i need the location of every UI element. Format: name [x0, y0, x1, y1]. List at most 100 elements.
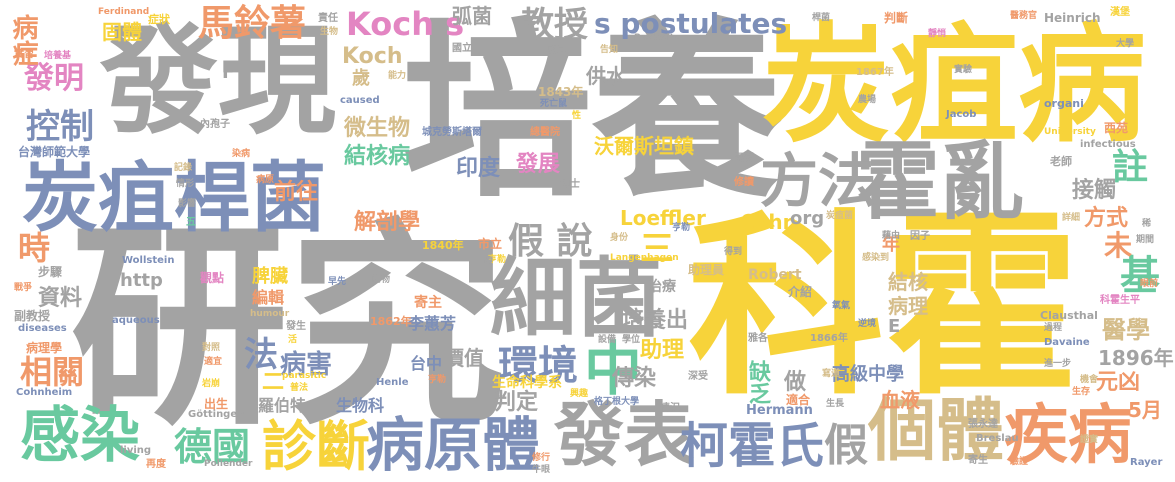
- word-gao-zhi: 告知: [600, 45, 619, 55]
- word-xi-jun: 細菌: [490, 249, 662, 349]
- word-er: 二: [262, 370, 285, 395]
- word-ya-ge: 雅各: [748, 333, 768, 344]
- word-s-postulates: s postulates: [594, 7, 788, 40]
- word-bing-yuan-ti: 病原體: [366, 411, 541, 479]
- word-si-wang-shu: 死亡鼠: [540, 99, 568, 109]
- word-yi-xue: 醫學: [1102, 316, 1150, 344]
- word-1867: 1867年: [856, 67, 894, 78]
- word-gan-ran-dao: 感染到: [862, 253, 890, 263]
- word-1866: 1866年: [810, 333, 848, 344]
- word-ma-ling-shu: 馬鈴薯: [198, 3, 307, 44]
- word-sheng-zhang: 生長: [826, 399, 845, 409]
- word-ying-xiang: 影響: [178, 199, 197, 209]
- word-ke-huo-sheng-ping: 科霍生平: [1100, 295, 1140, 306]
- word-qi-jian: 期間: [1136, 235, 1155, 245]
- word-university: University: [1044, 127, 1096, 137]
- word-zhan-zheng: 戰爭: [14, 283, 33, 293]
- word-ren-ke: 認可: [548, 45, 568, 56]
- word-dong-wu: 動物: [372, 275, 391, 285]
- word-shi-yi: 適宜: [204, 357, 223, 367]
- word-xi-yuan: 西苑: [1104, 121, 1129, 135]
- word-jacob: Jacob: [946, 109, 977, 120]
- word-yan-zheng: 驗證: [1010, 457, 1029, 467]
- word-cohnheim: Cohnheim: [16, 387, 73, 398]
- word-wollstein: Wollstein: [122, 255, 175, 266]
- word-fa-xian: 發現: [100, 12, 337, 150]
- word-yan-jiu: 研究: [70, 202, 506, 455]
- word-shi-he: 適合: [786, 393, 811, 407]
- word-shi-yan: 實驗: [954, 65, 973, 75]
- word-dui-zhao: 對照: [202, 343, 221, 353]
- word-xiu-xing: 修行: [532, 453, 551, 463]
- word-kong-zhi: 控制: [26, 107, 94, 147]
- word-jia-zhi: 價值: [444, 346, 484, 370]
- word-heng-le-2: 亨勒: [488, 255, 507, 265]
- word-zai-du: 再度: [146, 459, 166, 470]
- word-qing-kuang: 情況: [660, 403, 680, 414]
- word-cohn: Cohn: [740, 210, 797, 234]
- word-huo: 活: [288, 335, 298, 345]
- word-jin-yi-bu: 進一步: [1044, 359, 1072, 369]
- word-zong-yi-yuan: 總醫院: [530, 127, 560, 138]
- word-shen-shou: 深受: [688, 371, 708, 382]
- word-1843: 1843年: [538, 85, 584, 99]
- word-yuan-xiong: 元凶: [1096, 370, 1141, 395]
- word-1862: 1862年: [370, 315, 412, 328]
- word-pei-yang-chu: 培養出: [622, 308, 689, 333]
- word-gan-ran: 感染: [20, 401, 140, 471]
- word-zuo: 做: [784, 370, 807, 395]
- word-aqueous: aqueous: [112, 315, 160, 326]
- word-organi: organi: [1044, 97, 1084, 110]
- word-huan-jing: 環境: [498, 343, 578, 389]
- word-bing-yuan: 病原: [256, 175, 275, 185]
- word-bo-shi: 博士: [560, 179, 580, 190]
- word-fa: 法: [244, 335, 278, 375]
- word-li-hui-fang: 李蕙芳: [408, 314, 457, 333]
- word-sheng-ming-ke-xue-xi: 生命科學系: [492, 375, 562, 391]
- word-qing-xing: 情形: [176, 179, 195, 189]
- word-gan-jun: 桿菌: [812, 13, 831, 23]
- word-parasitic: parasitic: [282, 371, 327, 381]
- word-bu-zhou: 步驟: [38, 265, 63, 279]
- word-davaine: Davaine: [1044, 337, 1090, 348]
- word-jie-shao: 介紹: [788, 285, 813, 299]
- word-fa-ming: 發明: [24, 61, 84, 96]
- word-tan-ju-gan-jun: 炭疽桿菌: [22, 153, 326, 242]
- word-robert: Robert: [748, 267, 802, 283]
- word-fu-jiao-shou: 副教授: [14, 309, 51, 323]
- word-zhong: 中: [584, 335, 643, 403]
- word-loeffler: Loeffler: [620, 206, 706, 230]
- word-fa-zhan: 發展: [516, 152, 561, 177]
- word-sheng-cun: 生存: [1072, 387, 1091, 397]
- word-living: living: [120, 445, 152, 456]
- word-hu-jun: 弧菌: [452, 4, 492, 28]
- word-shi: 時: [18, 229, 51, 267]
- word-henle: Henle: [376, 377, 409, 388]
- word-han-bao: 漢堡: [1110, 7, 1130, 18]
- word-jie-he: 結核: [888, 270, 928, 294]
- word-ji-hui: 機會: [1080, 375, 1099, 385]
- word-diseases: diseases: [18, 323, 67, 334]
- word-wei: 未: [1104, 229, 1133, 262]
- word-guan-dian: 觀點: [200, 271, 225, 285]
- word-luo-bo-te: 羅伯特: [258, 396, 307, 415]
- word-1840: 1840年: [422, 239, 464, 252]
- word-ke-huo: 科霍: [688, 194, 1081, 422]
- word-jie-he-bing: 結核病: [344, 144, 411, 169]
- word-tan-ju-jun: 炭疽菌: [826, 211, 854, 221]
- word-wei-sheng-wu: 微生物: [344, 116, 411, 141]
- word-cheng-ke-lao-si-ta-er: 城克勞斯塔爾: [422, 127, 482, 138]
- word-bing-li-xue: 病理學: [26, 341, 63, 355]
- word-xiang-guan: 相關: [20, 353, 85, 391]
- word-zi-liao: 資料: [38, 286, 83, 311]
- word-guo-cheng: 過程: [1044, 323, 1063, 333]
- word-de-dao: 得到: [724, 247, 743, 257]
- word-ji: 基: [1120, 253, 1160, 299]
- word-org: org: [790, 208, 825, 229]
- word-zhang-yong-da: 張永達: [968, 419, 998, 430]
- word-pollender: Pollender: [204, 459, 253, 469]
- word-xiang-xi: 詳細: [1062, 213, 1081, 223]
- word-pei-yang-ji: 培養基: [44, 51, 72, 61]
- word-zao-xian: 早先: [328, 277, 347, 287]
